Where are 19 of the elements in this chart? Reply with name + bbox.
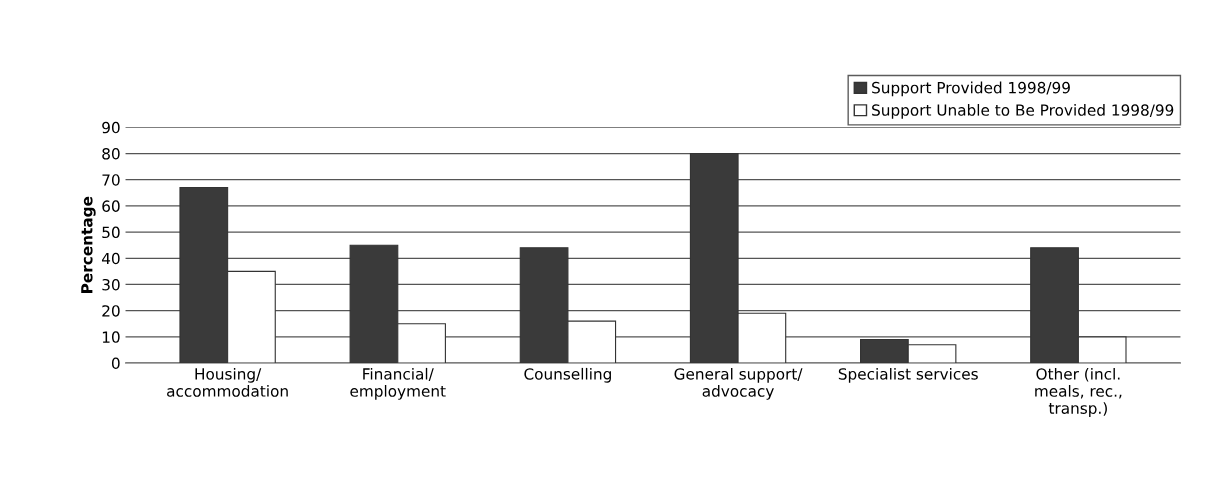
x-tick-label: General support/ advocacy <box>674 367 803 400</box>
y-tick-label: 30 <box>102 278 120 291</box>
y-tick-label: 90 <box>102 121 120 134</box>
y-axis-title: Percentage <box>81 196 96 293</box>
x-tick-label: Specialist services <box>838 367 978 383</box>
y-tick-label: 20 <box>102 305 120 317</box>
x-tick-label: Counselling <box>524 367 611 383</box>
y-tick-label: 40 <box>101 252 120 265</box>
y-tick-label: 80 <box>102 147 120 160</box>
y-tick-label: 10 <box>102 331 120 343</box>
legend-label: Support Unable to Be Provided 1998/99 <box>872 104 1174 119</box>
x-tick-label: Financial/ employment <box>350 367 446 400</box>
y-tick-label: 0 <box>111 357 120 370</box>
y-tick-label: 60 <box>102 200 120 212</box>
y-tick-label: 50 <box>102 226 120 239</box>
legend-label: Support Provided 1998/99 <box>872 81 1070 97</box>
y-tick-label: 70 <box>102 174 120 186</box>
x-tick-label: Other (incl. meals, rec., transp.) <box>1035 367 1122 417</box>
x-tick-label: Housing/ accommodation <box>167 367 288 397</box>
